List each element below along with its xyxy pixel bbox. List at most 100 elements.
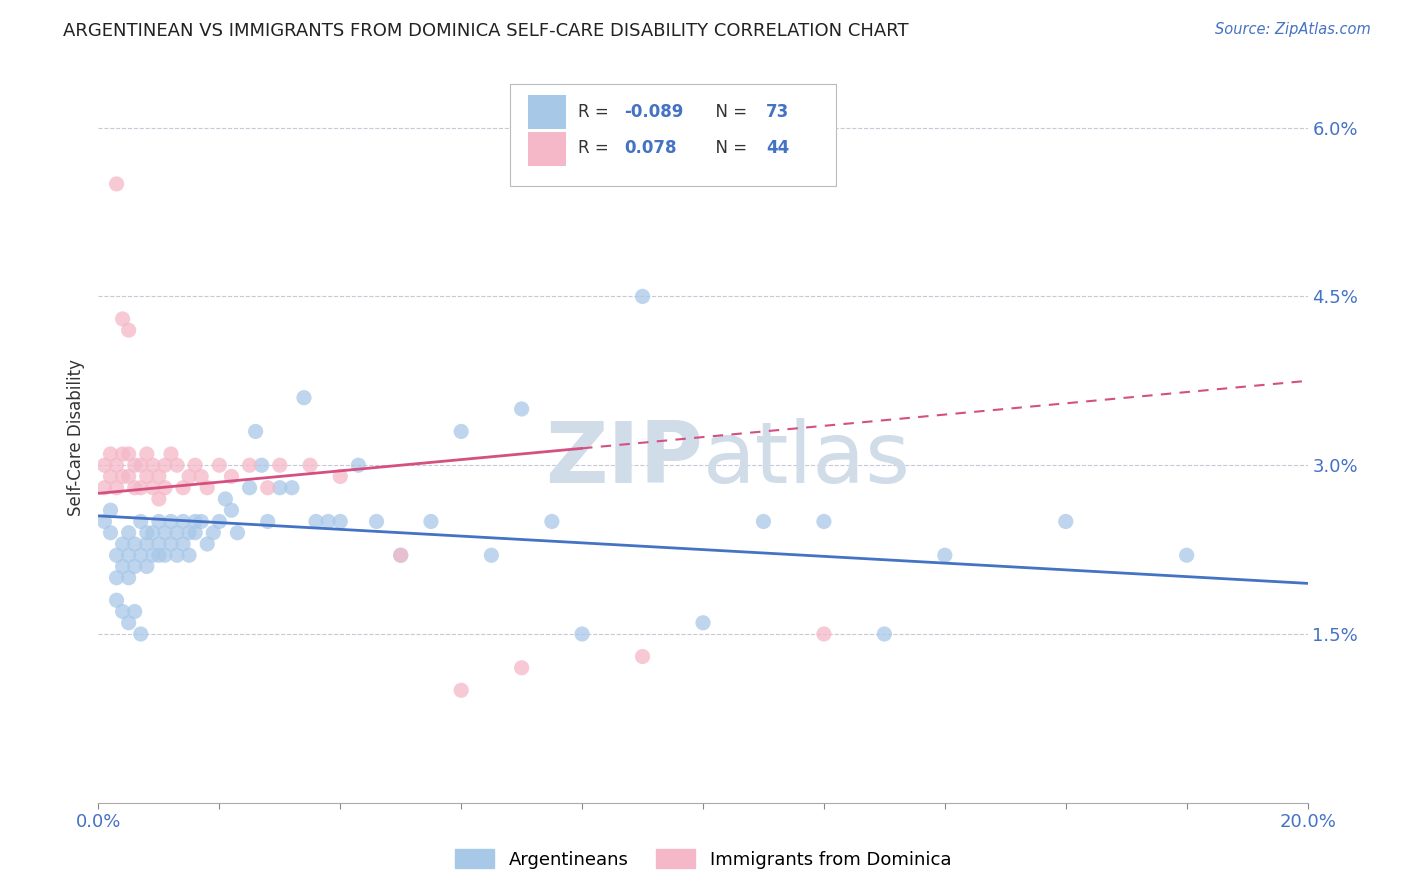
Point xyxy=(389,548,412,562)
Point xyxy=(153,525,176,540)
Point xyxy=(179,548,201,562)
Point xyxy=(420,515,443,529)
Point xyxy=(129,548,152,562)
Point xyxy=(239,458,262,473)
Point xyxy=(100,469,122,483)
Point xyxy=(135,537,157,551)
Point xyxy=(934,548,956,562)
Point xyxy=(160,515,183,529)
Text: 44: 44 xyxy=(766,139,789,157)
Point xyxy=(124,481,146,495)
Point xyxy=(184,458,207,473)
Point xyxy=(100,525,122,540)
Point xyxy=(118,525,141,540)
Point xyxy=(148,548,170,562)
Point xyxy=(111,447,134,461)
Point xyxy=(153,481,176,495)
Point xyxy=(190,515,212,529)
Point xyxy=(135,525,157,540)
Point xyxy=(100,447,122,461)
Point xyxy=(129,515,152,529)
Point xyxy=(316,515,339,529)
Point xyxy=(111,605,134,619)
Point xyxy=(129,627,152,641)
Point xyxy=(250,458,273,473)
Point xyxy=(450,425,472,439)
Point xyxy=(118,469,141,483)
Text: N =: N = xyxy=(706,139,752,157)
Point xyxy=(510,661,533,675)
Point xyxy=(179,469,201,483)
Point xyxy=(111,312,134,326)
Point xyxy=(153,458,176,473)
Point xyxy=(269,458,291,473)
Point xyxy=(111,469,134,483)
Point xyxy=(166,525,188,540)
Point xyxy=(142,458,165,473)
Point xyxy=(692,615,714,630)
Point xyxy=(256,515,278,529)
Point xyxy=(214,491,236,506)
Point xyxy=(148,491,170,506)
Point xyxy=(329,515,352,529)
Point xyxy=(190,469,212,483)
FancyBboxPatch shape xyxy=(527,95,567,129)
Point xyxy=(172,481,194,495)
Point xyxy=(100,503,122,517)
Point xyxy=(135,559,157,574)
Point xyxy=(142,525,165,540)
Point xyxy=(631,649,654,664)
Point xyxy=(366,515,388,529)
Point xyxy=(195,537,218,551)
Text: R =: R = xyxy=(578,103,614,120)
Text: R =: R = xyxy=(578,139,620,157)
Point xyxy=(571,627,593,641)
Point xyxy=(752,515,775,529)
Point xyxy=(124,559,146,574)
Text: 0.078: 0.078 xyxy=(624,139,676,157)
Point xyxy=(129,481,152,495)
Point xyxy=(281,481,304,495)
Point xyxy=(245,425,267,439)
Point xyxy=(93,458,115,473)
Point xyxy=(292,391,315,405)
Point xyxy=(184,515,207,529)
Point xyxy=(1175,548,1198,562)
Point xyxy=(105,458,128,473)
Point xyxy=(105,548,128,562)
Point xyxy=(105,177,128,191)
Point xyxy=(148,515,170,529)
Point xyxy=(329,469,352,483)
Point xyxy=(226,525,249,540)
Point xyxy=(105,593,128,607)
Point xyxy=(118,548,141,562)
Point xyxy=(135,447,157,461)
Point xyxy=(813,627,835,641)
Point xyxy=(111,559,134,574)
Point xyxy=(93,481,115,495)
Point xyxy=(202,525,225,540)
Point xyxy=(160,537,183,551)
Point xyxy=(129,458,152,473)
Point xyxy=(118,615,141,630)
Point xyxy=(450,683,472,698)
Text: Source: ZipAtlas.com: Source: ZipAtlas.com xyxy=(1215,22,1371,37)
Point xyxy=(305,515,328,529)
Text: -0.089: -0.089 xyxy=(624,103,683,120)
Text: 73: 73 xyxy=(766,103,789,120)
Point xyxy=(813,515,835,529)
Point xyxy=(93,515,115,529)
Point xyxy=(124,605,146,619)
Point xyxy=(195,481,218,495)
Point xyxy=(172,537,194,551)
Point xyxy=(172,515,194,529)
Point xyxy=(148,537,170,551)
Point xyxy=(135,469,157,483)
Point xyxy=(105,481,128,495)
Point xyxy=(118,323,141,337)
Point xyxy=(269,481,291,495)
FancyBboxPatch shape xyxy=(509,84,837,186)
Point xyxy=(481,548,503,562)
Point xyxy=(540,515,562,529)
Point xyxy=(347,458,370,473)
